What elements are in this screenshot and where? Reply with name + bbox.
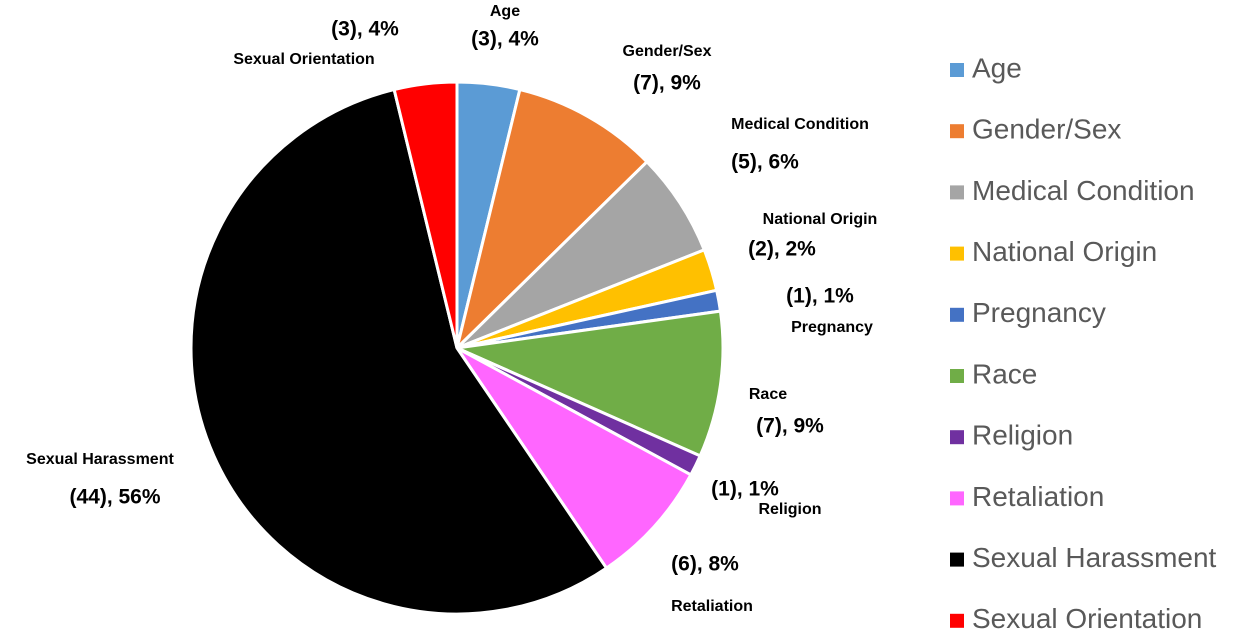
slice-value-label: (5), 6% bbox=[731, 151, 799, 174]
legend-swatch bbox=[950, 491, 964, 506]
slice-category-label: Sexual Harassment bbox=[26, 451, 174, 468]
legend-label: Pregnancy bbox=[972, 297, 1106, 328]
slice-category-label: Medical Condition bbox=[731, 116, 869, 133]
slice-category-label: Religion bbox=[758, 501, 821, 518]
slice-value-label: (44), 56% bbox=[69, 486, 160, 509]
legend-label: National Origin bbox=[972, 236, 1157, 267]
pie-slice bbox=[454, 87, 650, 353]
slice-value-label: (7), 9% bbox=[633, 72, 701, 95]
legend-label: Age bbox=[972, 52, 1022, 83]
slice-category-label: Race bbox=[749, 386, 787, 403]
slice-value-label: (3), 4% bbox=[471, 28, 539, 51]
slice-category-label: Retaliation bbox=[671, 598, 753, 615]
pie-slice bbox=[189, 87, 609, 616]
legend-label: Medical Condition bbox=[972, 175, 1195, 206]
pie-slice bbox=[392, 80, 459, 349]
pie-slice bbox=[455, 346, 693, 571]
legend-swatch bbox=[950, 430, 964, 445]
slice-value-label: (2), 2% bbox=[748, 238, 816, 261]
slice-category-label: National Origin bbox=[763, 211, 878, 228]
slice-value-label: (3), 4% bbox=[331, 18, 399, 41]
legend-swatch bbox=[950, 246, 964, 261]
legend-label: Retaliation bbox=[972, 481, 1104, 512]
legend-label: Sexual Orientation bbox=[972, 603, 1202, 634]
legend-swatch bbox=[950, 63, 964, 77]
legend-swatch bbox=[950, 613, 964, 628]
pie-slice bbox=[451, 309, 725, 458]
slice-category-label: Sexual Orientation bbox=[233, 51, 374, 68]
slice-value-label: (6), 8% bbox=[671, 553, 739, 576]
legend-swatch bbox=[950, 369, 964, 383]
legend-label: Sexual Harassment bbox=[972, 542, 1217, 573]
slice-category-label: Age bbox=[490, 3, 520, 20]
legend-swatch bbox=[950, 185, 964, 200]
legend-swatch bbox=[950, 124, 964, 139]
slice-category-label: Gender/Sex bbox=[623, 43, 712, 60]
legend-swatch bbox=[950, 552, 964, 567]
slice-category-label: Pregnancy bbox=[791, 319, 873, 336]
legend-label: Race bbox=[972, 358, 1037, 389]
legend-swatch bbox=[950, 307, 964, 322]
slice-value-label: (7), 9% bbox=[756, 415, 824, 438]
slice-value-label: (1), 1% bbox=[786, 285, 854, 308]
slice-value-label: (1), 1% bbox=[711, 478, 779, 501]
legend-label: Gender/Sex bbox=[972, 114, 1121, 145]
legend-label: Religion bbox=[972, 420, 1073, 451]
